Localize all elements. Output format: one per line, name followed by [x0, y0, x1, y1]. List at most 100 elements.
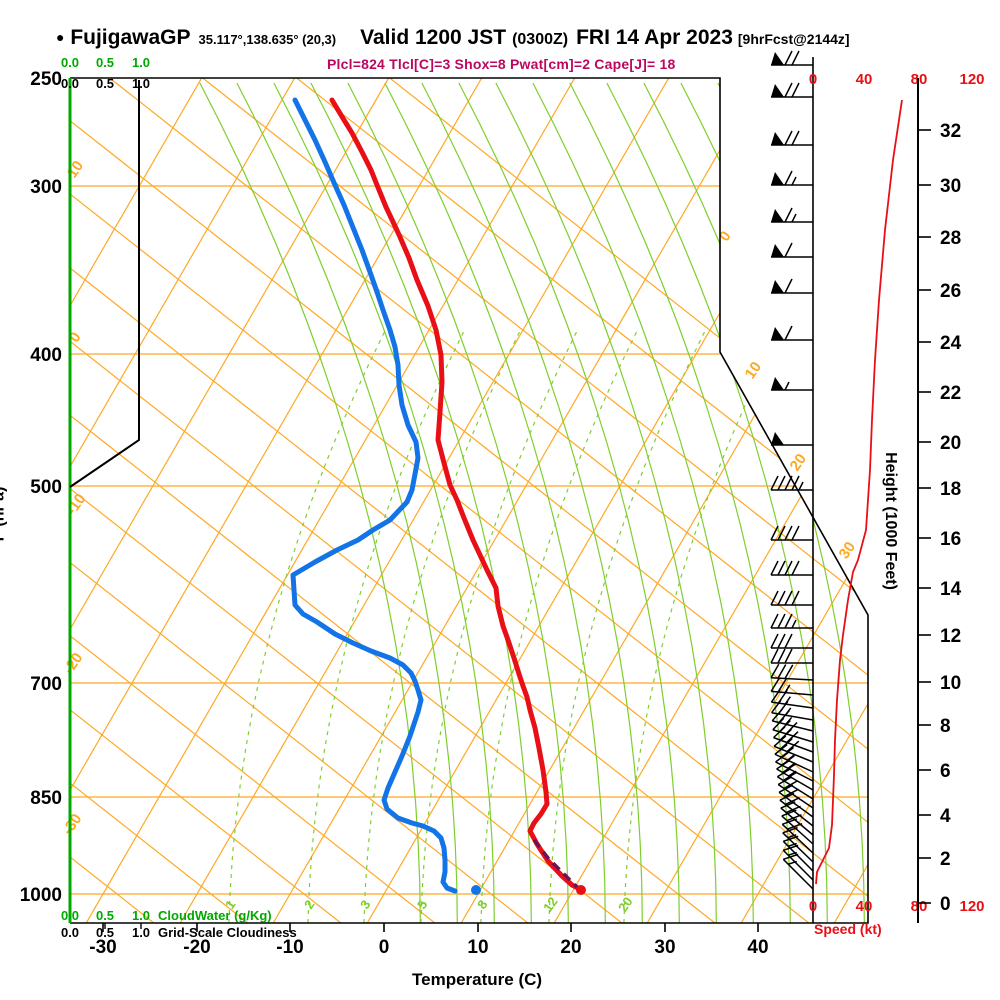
dry-adiabat-line	[70, 78, 623, 923]
moist-adiabat-line	[495, 82, 717, 923]
height-axis-title: Height (1000 Feet)	[882, 452, 899, 590]
wind-barb	[770, 613, 813, 629]
plot-border	[70, 77, 869, 924]
dry-adiabat-line	[366, 78, 868, 923]
dewpoint-curve	[290, 97, 458, 894]
isotherm-line	[70, 78, 306, 923]
wind-barb	[782, 835, 814, 872]
wind-barb	[770, 663, 814, 681]
temperature-tick-label: 20	[560, 937, 581, 958]
dry-adiabat-line	[70, 78, 342, 923]
temperature-tick-label: 0	[379, 937, 390, 958]
isotherm-label-left: -10	[63, 491, 89, 519]
station-coords: 35.117°,138.635° (20,3)	[198, 32, 337, 47]
height-tick-label: 0	[940, 894, 951, 915]
scale-number: 1.0	[131, 55, 151, 70]
wind-barb	[771, 377, 813, 391]
mixing-ratio-line	[307, 327, 466, 923]
pressure-tick-label: 500	[30, 477, 62, 498]
wind-barb	[781, 809, 814, 845]
moist-adiabat-line	[199, 82, 421, 923]
mixing-ratio-line	[480, 327, 639, 923]
chart-title: ● FujigawaGP 35.117°,138.635° (20,3) Valid…	[56, 26, 850, 50]
moist-adiabat-line	[384, 82, 606, 923]
height-tick-label: 28	[940, 228, 961, 249]
wind-barb	[771, 278, 813, 294]
speed-tick-label-bottom: 0	[809, 898, 817, 915]
scale-number: 0.5	[95, 908, 115, 923]
dry-adiabat-line	[179, 78, 868, 923]
temperature-tick-label: 10	[467, 937, 488, 958]
height-tick-label: 10	[940, 673, 961, 694]
forecast-info: [9hrFcst@2144z]	[737, 31, 850, 47]
isotherm-label-right: 30	[836, 539, 859, 562]
scale-number: 1.0	[131, 908, 151, 923]
wind-speed-curve	[815, 99, 903, 885]
pressure-tick-label: 300	[30, 177, 62, 198]
moist-adiabat-line	[458, 82, 680, 923]
speed-tick-label-top: 40	[856, 71, 873, 88]
height-tick-label: 30	[940, 176, 961, 197]
mixing-ratio-line	[548, 327, 707, 923]
wind-barb	[770, 560, 813, 576]
wind-barb	[782, 844, 814, 881]
wind-barb	[771, 50, 813, 66]
height-tick-label: 8	[940, 716, 951, 737]
isotherm-label-right: 10	[742, 359, 765, 382]
scale-number: 0.5	[95, 55, 115, 70]
wind-barb	[771, 170, 813, 186]
height-tick-label: 14	[940, 579, 962, 600]
pressure-axis-title: P (hPa)	[0, 486, 8, 542]
isotherm-label-left: -30	[59, 811, 85, 839]
temperature-axis-title: Temperature (C)	[412, 970, 543, 989]
scale-title: Grid-Scale Cloudiness	[158, 925, 297, 940]
isotherm-line	[740, 78, 868, 923]
temperature-tick-label: 30	[654, 937, 675, 958]
mixing-ratio-label: 12	[540, 894, 561, 914]
scale-number: 0.5	[95, 925, 115, 940]
wind-barb	[770, 633, 813, 649]
wind-barb	[780, 801, 814, 836]
lattice-group	[70, 78, 868, 923]
moist-adiabat-line	[236, 82, 458, 923]
moist-adiabat-line	[569, 82, 791, 923]
dry-adiabat-line	[70, 78, 868, 923]
moist-adiabat-line	[421, 82, 643, 923]
station-name: FujigawaGP	[70, 26, 191, 49]
surface-temperature-dot	[576, 885, 586, 895]
scale-number: 0.0	[60, 908, 80, 923]
scale-number: 0.5	[95, 76, 115, 91]
speed-tick-label-top: 0	[809, 71, 817, 88]
valid-time: Valid 1200 JST	[360, 26, 507, 49]
scale-number: 1.0	[131, 76, 151, 91]
height-tick-label: 24	[940, 333, 962, 354]
height-tick-label: 18	[940, 479, 961, 500]
isotherm-line	[85, 78, 586, 923]
scale-number: 0.0	[60, 55, 80, 70]
wind-barb	[782, 826, 814, 863]
height-tick-label: 2	[940, 849, 951, 870]
pressure-tick-label: 1000	[20, 885, 62, 906]
isotherm-label-left: -20	[60, 650, 86, 678]
wind-barb	[782, 853, 814, 890]
temperature-tick-label: 40	[747, 937, 768, 958]
isotherm-line	[70, 78, 213, 923]
wind-barb	[770, 475, 813, 491]
moist-adiabat-line	[273, 82, 495, 923]
dry-adiabat-line	[86, 78, 868, 923]
mixing-ratio-line	[363, 327, 522, 923]
moist-adiabat-line	[606, 82, 828, 923]
pressure-tick-label: 250	[30, 69, 62, 90]
speed-tick-label-bottom: 120	[959, 898, 984, 915]
speed-tick-label-top: 120	[959, 71, 984, 88]
temperature-tick-label: -20	[183, 937, 210, 958]
height-tick-label: 20	[940, 433, 961, 454]
parcel-path-dashed	[532, 838, 579, 889]
cloudiness-profile-line	[69, 80, 140, 488]
height-tick-label: 6	[940, 761, 951, 782]
dry-adiabat-line	[70, 78, 529, 923]
temperature-tick-label: -30	[89, 937, 116, 958]
speed-tick-label-bottom: 40	[856, 898, 873, 915]
dry-adiabat-line	[70, 78, 155, 923]
